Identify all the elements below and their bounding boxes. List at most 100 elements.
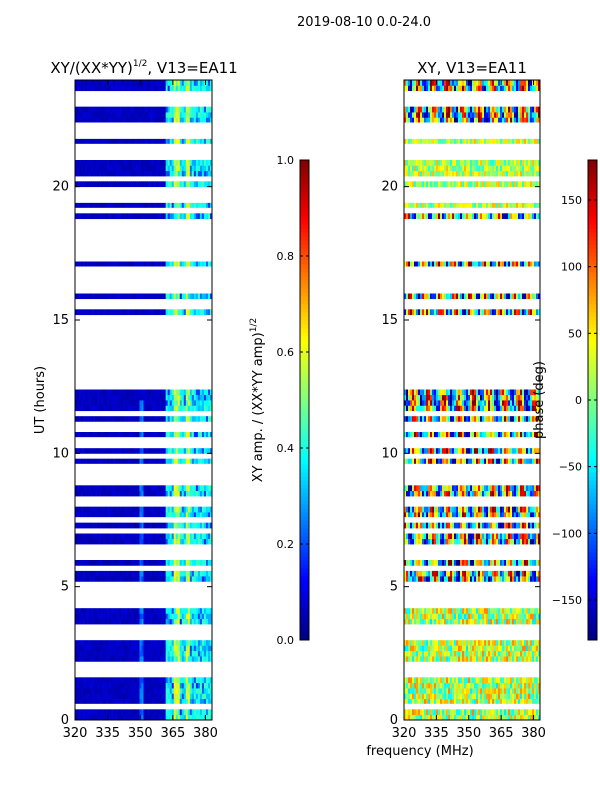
amplitude-cell bbox=[113, 677, 116, 684]
amplitude-cell bbox=[209, 522, 213, 529]
phase-cell bbox=[458, 698, 461, 705]
phase-cell bbox=[428, 490, 431, 497]
amplitude-cell bbox=[109, 656, 112, 662]
amplitude-cell bbox=[119, 432, 122, 438]
amplitude-cell bbox=[105, 106, 108, 113]
phase-cell bbox=[518, 709, 521, 716]
amplitude-cell bbox=[99, 485, 102, 492]
amplitude-cell bbox=[189, 608, 193, 614]
amplitude-cell bbox=[145, 650, 148, 657]
amplitude-cell bbox=[145, 170, 148, 177]
phase-cell bbox=[466, 640, 469, 646]
amplitude-cell bbox=[109, 432, 112, 438]
phase-cell bbox=[526, 677, 529, 684]
phase-cell bbox=[434, 677, 437, 684]
phase-cell bbox=[406, 714, 409, 721]
amplitude-cell bbox=[161, 432, 165, 438]
amplitude-cell bbox=[87, 618, 90, 625]
amplitude-cell bbox=[129, 394, 132, 401]
phase-cell bbox=[490, 688, 493, 694]
phase-cell bbox=[466, 576, 469, 582]
phase-cell bbox=[460, 650, 463, 657]
amplitude-cell bbox=[107, 645, 110, 652]
amplitude-cell bbox=[131, 682, 134, 689]
amplitude-cell bbox=[183, 576, 187, 582]
amplitude-cell bbox=[133, 85, 136, 92]
amplitude-colorbar-segment bbox=[300, 300, 309, 305]
amplitude-cell bbox=[107, 405, 110, 412]
amplitude-flag-stripe bbox=[75, 189, 212, 193]
amplitude-cell bbox=[201, 117, 205, 124]
phase-cell bbox=[476, 682, 479, 689]
amplitude-cell bbox=[165, 309, 169, 316]
amplitude-cell bbox=[209, 714, 213, 721]
amplitude-cell bbox=[155, 682, 158, 689]
amplitude-cell bbox=[175, 490, 179, 497]
amplitude-cell bbox=[129, 181, 132, 188]
amplitude-cell bbox=[97, 709, 100, 716]
phase-cell bbox=[482, 512, 485, 518]
phase-cell bbox=[410, 522, 413, 529]
amplitude-cell bbox=[197, 261, 201, 268]
phase-cell bbox=[480, 613, 483, 620]
amplitude-cell bbox=[179, 170, 183, 177]
phase-cell bbox=[532, 650, 535, 657]
amplitude-cell bbox=[153, 645, 156, 652]
phase-cell bbox=[518, 570, 521, 577]
amplitude-cell bbox=[151, 538, 154, 545]
phase-cell bbox=[522, 698, 525, 705]
phase-cell bbox=[446, 522, 449, 529]
phase-cell bbox=[434, 698, 437, 705]
amplitude-cell bbox=[155, 165, 158, 172]
amplitude-cell bbox=[153, 309, 156, 316]
amplitude-colorbar-segment bbox=[300, 392, 309, 397]
phase-cell bbox=[404, 677, 407, 684]
phase-cell bbox=[470, 608, 473, 614]
amplitude-cell bbox=[191, 170, 195, 177]
amplitude-cell bbox=[117, 394, 120, 401]
phase-cell bbox=[462, 656, 465, 662]
phase-cell bbox=[454, 512, 457, 518]
phase-cell bbox=[476, 650, 479, 657]
amplitude-cell bbox=[111, 165, 114, 172]
amplitude-cell bbox=[111, 522, 114, 529]
amplitude-cell bbox=[95, 293, 98, 300]
phase-cell bbox=[494, 533, 497, 540]
phase-cell bbox=[438, 677, 441, 684]
phase-cell bbox=[484, 656, 487, 662]
amplitude-colorbar-tick-label: 0.4 bbox=[277, 442, 295, 455]
amplitude-cell bbox=[139, 261, 142, 268]
amplitude-cell bbox=[183, 570, 187, 577]
amplitude-cell bbox=[95, 165, 98, 172]
amplitude-cell bbox=[103, 117, 106, 124]
amplitude-cell bbox=[117, 645, 120, 652]
amplitude-cell bbox=[195, 160, 199, 166]
phase-cell bbox=[482, 656, 485, 662]
amplitude-cell bbox=[139, 394, 142, 401]
amplitude-cell bbox=[177, 170, 181, 177]
phase-cell bbox=[408, 682, 411, 689]
amplitude-cell bbox=[123, 490, 126, 497]
phase-cell bbox=[446, 538, 449, 545]
amplitude-cell bbox=[81, 394, 84, 401]
amplitude-cell bbox=[129, 714, 132, 721]
amplitude-cell bbox=[203, 512, 207, 518]
amplitude-cell bbox=[185, 608, 189, 614]
amplitude-cell bbox=[85, 458, 88, 465]
amplitude-cell bbox=[125, 485, 128, 492]
amplitude-cell bbox=[207, 400, 211, 406]
phase-cell bbox=[458, 490, 461, 497]
amplitude-cell bbox=[107, 576, 110, 582]
phase-cell bbox=[426, 709, 429, 716]
amplitude-cell bbox=[153, 506, 156, 513]
amplitude-cell bbox=[169, 416, 173, 422]
phase-cell bbox=[530, 512, 533, 518]
amplitude-cell bbox=[209, 202, 213, 209]
amplitude-cell bbox=[107, 202, 110, 209]
amplitude-cell bbox=[173, 181, 177, 188]
amplitude-cell bbox=[175, 506, 179, 513]
amplitude-cell bbox=[147, 293, 150, 300]
amplitude-cell bbox=[125, 570, 128, 577]
amplitude-cell bbox=[129, 538, 132, 545]
amplitude-cell bbox=[129, 117, 132, 124]
